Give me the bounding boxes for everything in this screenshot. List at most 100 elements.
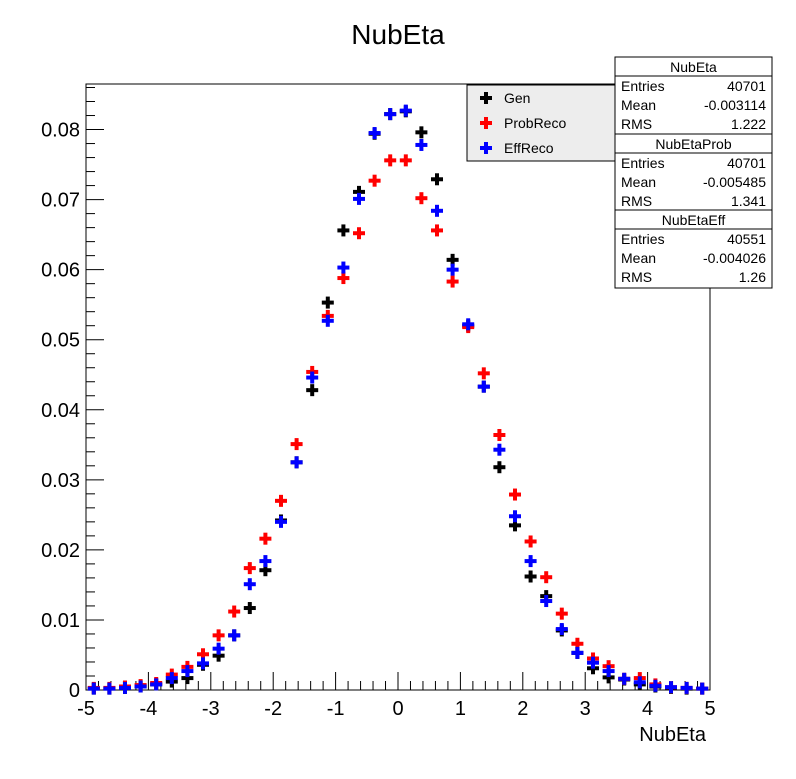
- data-point-effreco: [555, 623, 568, 636]
- stats-label: RMS: [621, 193, 652, 209]
- data-point-effreco: [540, 595, 553, 608]
- data-point-probreco: [524, 535, 537, 548]
- legend: Gen ProbReco EffReco: [466, 84, 618, 162]
- stats-label: Entries: [621, 78, 665, 94]
- data-point-probreco: [337, 272, 350, 285]
- x-axis-label: NubEta: [639, 724, 707, 746]
- data-point-effreco: [290, 456, 303, 469]
- legend-items: Gen ProbReco EffReco: [480, 90, 566, 156]
- legend-label: ProbReco: [504, 115, 566, 131]
- data-point-probreco: [399, 154, 412, 167]
- data-point-gen: [493, 461, 506, 474]
- data-point-probreco: [353, 227, 365, 240]
- y-tick-label: 0.03: [41, 470, 80, 492]
- data-point-effreco: [446, 263, 459, 276]
- data-point-effreco: [524, 555, 537, 568]
- data-point-gen: [431, 173, 443, 186]
- data-point-gen: [243, 602, 256, 615]
- data-point-effreco: [415, 138, 428, 151]
- data-point-gen: [306, 384, 319, 397]
- stats-box-nubetaprob: NubEtaProb Entries 40701 Mean -0.005485 RMS 1.…: [614, 133, 773, 213]
- data-point-probreco: [555, 607, 568, 620]
- data-point-effreco: [228, 629, 241, 642]
- x-tick-label: 2: [517, 698, 528, 720]
- data-point-gen: [321, 296, 334, 309]
- stats-value: 1.341: [731, 193, 766, 209]
- stats-box-title: NubEta: [670, 59, 717, 75]
- data-point-gen: [415, 126, 428, 139]
- data-point-effreco: [212, 642, 225, 655]
- data-point-probreco: [228, 605, 241, 618]
- y-tick-label: 0.04: [41, 400, 80, 422]
- x-tick-label: -1: [327, 698, 345, 720]
- data-point-gen: [524, 570, 537, 583]
- chart-title: NubEta: [351, 19, 445, 50]
- stats-label: RMS: [621, 269, 652, 285]
- data-point-probreco: [368, 174, 381, 187]
- data-point-effreco: [321, 314, 334, 327]
- data-point-effreco: [150, 678, 163, 691]
- y-tick-label: 0.02: [41, 540, 80, 562]
- data-point-probreco: [446, 275, 459, 288]
- x-tick-label: -5: [77, 698, 95, 720]
- x-tick-label: 3: [580, 698, 591, 720]
- stats-value: 40551: [727, 231, 766, 247]
- x-tick-label: -2: [264, 698, 282, 720]
- stats-value: -0.004026: [703, 250, 766, 266]
- data-point-probreco: [384, 154, 397, 167]
- data-point-effreco: [368, 127, 381, 140]
- data-point-effreco: [587, 656, 599, 669]
- stats-box-nubetaeff: NubEtaEff Entries 40551 Mean -0.004026 RMS 1.2…: [614, 209, 773, 289]
- data-point-probreco: [259, 532, 272, 545]
- stats-box-nubeta: NubEta Entries 40701 Mean -0.003114 RMS 1.222: [614, 56, 773, 136]
- stats-box-title: NubEtaProb: [655, 136, 731, 152]
- stats-label: Mean: [621, 174, 656, 190]
- y-tick-label: 0: [69, 680, 80, 702]
- data-point-effreco: [462, 318, 475, 331]
- x-tick-label: 4: [642, 698, 653, 720]
- data-point-probreco: [540, 571, 553, 584]
- legend-label: Gen: [504, 90, 530, 106]
- data-point-probreco: [431, 224, 443, 237]
- data-point-gen: [337, 224, 350, 237]
- stats-label: RMS: [621, 116, 652, 132]
- data-point-effreco: [87, 682, 100, 695]
- data-point-effreco: [337, 261, 350, 274]
- data-point-effreco: [431, 204, 443, 217]
- data-point-effreco: [571, 646, 584, 659]
- data-point-probreco: [493, 428, 506, 441]
- data-point-effreco: [243, 578, 256, 591]
- data-point-probreco: [509, 488, 521, 501]
- y-tick-label: 0.05: [41, 330, 80, 352]
- data-point-effreco: [119, 681, 131, 694]
- axis-ticks: [85, 87, 711, 691]
- data-point-probreco: [275, 494, 287, 507]
- stats-label: Entries: [621, 231, 665, 247]
- series-effreco: [87, 104, 709, 695]
- stats-label: Mean: [621, 97, 656, 113]
- data-point-effreco: [275, 515, 287, 528]
- x-tick-label: 0: [392, 698, 403, 720]
- data-point-effreco: [618, 672, 631, 685]
- legend-marker-effreco: [480, 142, 492, 154]
- stats-value: 40701: [727, 155, 766, 171]
- data-point-probreco: [477, 367, 490, 380]
- data-point-effreco: [384, 108, 397, 121]
- legend-marker-probreco: [480, 117, 492, 129]
- data-point-effreco: [134, 680, 147, 693]
- data-point-effreco: [649, 679, 662, 692]
- stats-value: -0.003114: [704, 97, 766, 113]
- data-point-effreco: [259, 555, 272, 568]
- stats-label: Mean: [621, 250, 656, 266]
- data-markers: [87, 104, 709, 695]
- stats-value: 40701: [727, 78, 766, 94]
- legend-marker-gen: [480, 92, 492, 104]
- data-point-probreco: [290, 438, 303, 451]
- stats-box-title: NubEtaEff: [662, 212, 726, 228]
- data-point-probreco: [415, 192, 428, 205]
- data-point-effreco: [103, 682, 116, 695]
- data-point-effreco: [665, 681, 677, 694]
